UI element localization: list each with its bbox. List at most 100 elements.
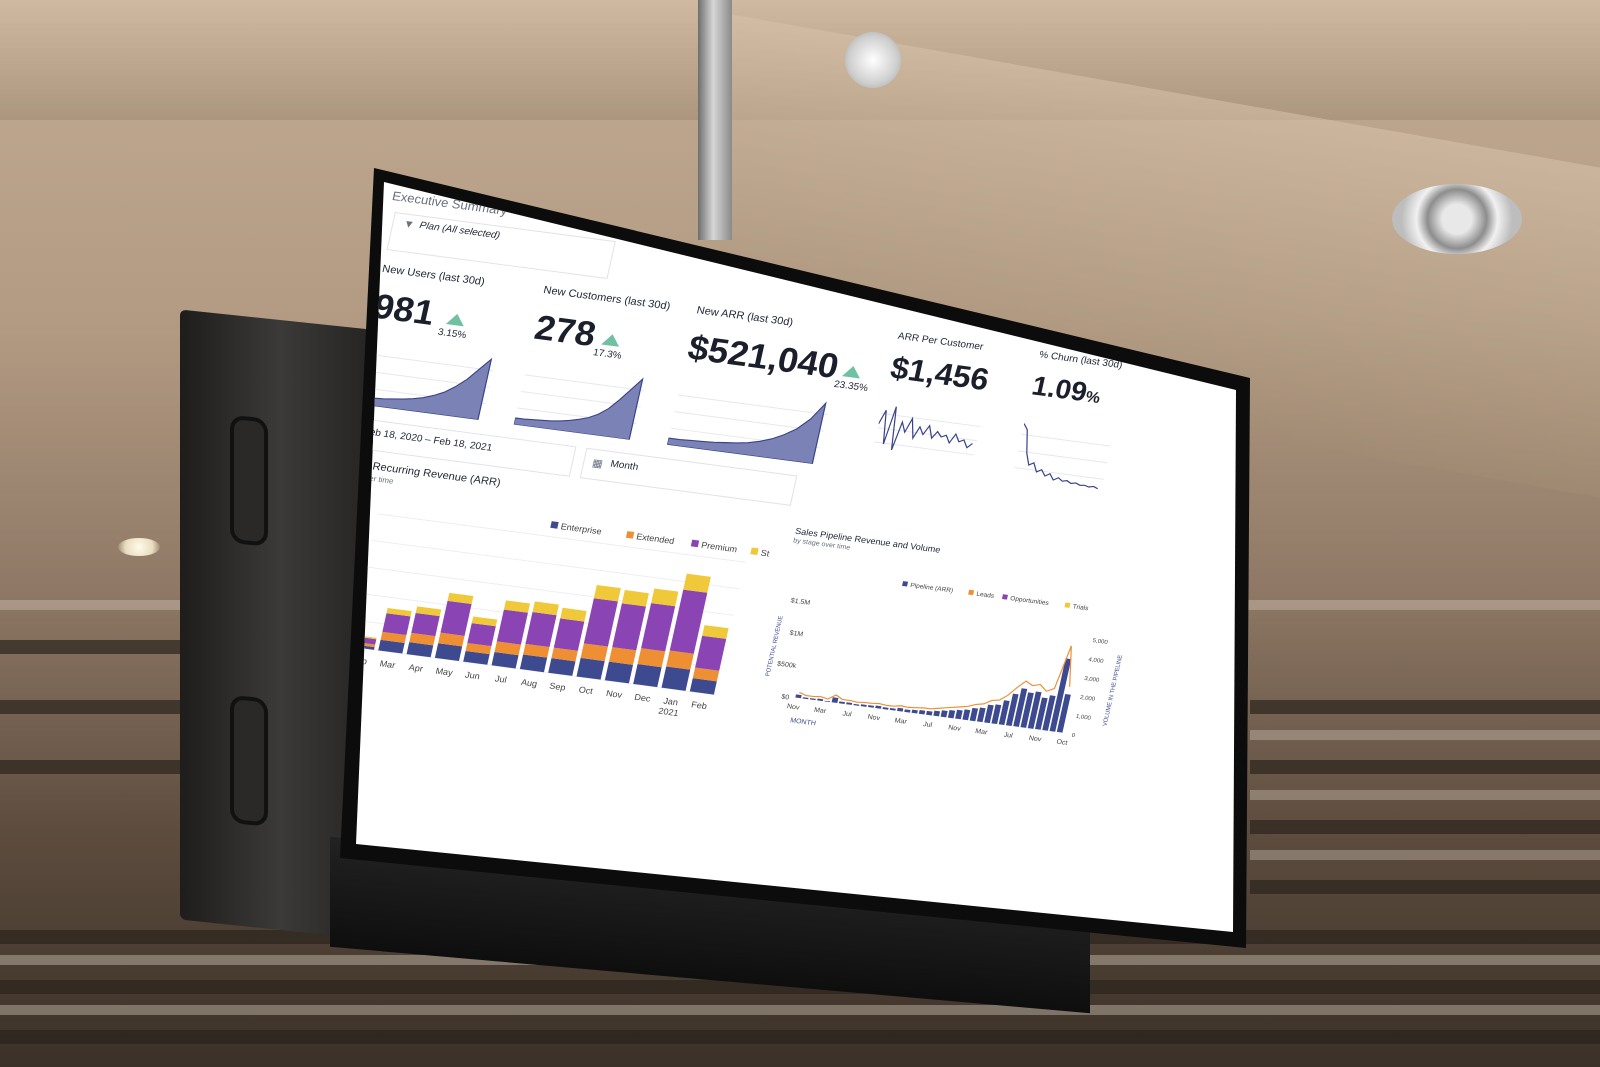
arr-x-tick: Jan xyxy=(663,696,680,708)
arr-bar-enterprise xyxy=(434,643,463,662)
arr-legend-swatch xyxy=(625,531,635,539)
kpi-new-arr-value: $521,040 xyxy=(684,327,843,386)
arr-gridline xyxy=(377,513,746,563)
pipe-bar xyxy=(889,708,896,711)
pipe-bar xyxy=(838,701,845,704)
arr-bar-enterprise xyxy=(463,650,490,665)
arr-bar-enterprise xyxy=(378,639,405,654)
pipe-legend-swatch xyxy=(1064,602,1071,608)
pipe-y2-tick: 1,000 xyxy=(1075,714,1092,722)
pipe-bar xyxy=(867,705,875,708)
sparkline-gridline xyxy=(1017,450,1108,464)
pipe-y-tick: $500k xyxy=(776,661,797,670)
arr-bar-startup xyxy=(532,601,559,616)
pipe-x-tick: Jul xyxy=(1003,732,1014,740)
arr-bar-extended xyxy=(551,647,578,662)
pipe-legend-swatch xyxy=(902,581,909,587)
kpi-new-users-delta: 3.15% xyxy=(436,327,468,342)
up-arrow-icon xyxy=(841,364,863,379)
pipe-bar xyxy=(918,709,926,715)
pipe-bar xyxy=(911,709,918,714)
pipe-bar xyxy=(1042,695,1056,731)
arr-bar-startup xyxy=(503,600,531,613)
monitor-screen: Executive Summary Data Updated 4 hours a… xyxy=(356,182,1236,932)
pipe-bar xyxy=(940,710,948,718)
calendar-icon: ▦ xyxy=(590,457,604,471)
arr-bar-premium xyxy=(411,613,440,637)
kpi-new-arr-delta: 23.35% xyxy=(832,379,869,395)
arr-legend-label: Startup xyxy=(760,548,774,561)
arr-bar-extended xyxy=(666,650,694,670)
arr-x-tick: Apr xyxy=(408,662,424,673)
ceiling-slat xyxy=(0,1005,1600,1015)
pipe-bar xyxy=(853,703,860,706)
ceiling-vent xyxy=(1392,184,1522,254)
pipe-bar xyxy=(802,697,809,700)
arr-bar-startup xyxy=(593,585,621,602)
arr-x-tick: Feb xyxy=(690,699,708,711)
arr-x-tick: Dec xyxy=(633,692,652,704)
pipe-y2-tick: 4,000 xyxy=(1088,657,1105,665)
kpi-new-customers-delta: 17.3% xyxy=(592,347,623,362)
ceiling-slat xyxy=(1250,850,1600,860)
pipe-legend-label: Leads xyxy=(976,591,995,600)
ceiling-slat xyxy=(0,1030,1600,1044)
pipe-leads-line xyxy=(799,645,1072,710)
arr-bar-premium xyxy=(553,618,585,651)
pipe-bar xyxy=(955,709,963,720)
pipe-bar xyxy=(984,704,994,724)
ceiling-slat xyxy=(1250,700,1600,714)
arr-x-tick: May xyxy=(435,666,455,678)
arr-x-tick: Oct xyxy=(578,685,595,696)
arr-bar-extended xyxy=(409,632,436,646)
kpi-new-customers-label: New Customers (last 30d) xyxy=(542,284,672,313)
granularity-label: Month xyxy=(609,458,640,473)
filter-icon: ▼ xyxy=(402,218,416,232)
arr-bar-premium xyxy=(496,609,528,645)
pipe-bar xyxy=(875,705,882,709)
pipe-bar xyxy=(1013,688,1028,727)
arr-x-tick: Aug xyxy=(520,677,538,689)
arr-bar-premium xyxy=(440,600,472,636)
arr-legend-swatch xyxy=(750,547,759,556)
ceiling-slat xyxy=(1250,790,1600,800)
sparkline-gridline xyxy=(880,412,981,428)
arr-bar-enterprise xyxy=(406,642,434,658)
pipe-x-tick: Nov xyxy=(1028,735,1042,743)
arr-bar-startup xyxy=(702,625,729,639)
arr-bar-enterprise xyxy=(604,661,634,684)
pipe-bar xyxy=(817,698,824,702)
sparkline-arr-per-customer xyxy=(874,406,981,456)
pipe-y-tick: $1M xyxy=(789,630,804,639)
ceiling-slat xyxy=(1250,820,1600,834)
arr-bar-extended xyxy=(494,641,521,656)
arr-bar-enterprise xyxy=(519,654,548,673)
pipe-y2-tick: 5,000 xyxy=(1092,638,1109,646)
pipe-bar xyxy=(809,698,816,701)
arr-bar-extended xyxy=(465,643,492,655)
arr-bar-extended xyxy=(380,631,407,643)
ceiling-slat xyxy=(1250,730,1600,740)
pipe-bar xyxy=(976,707,986,723)
kpi-churn-unit: % xyxy=(1083,388,1102,407)
pipe-bar xyxy=(824,700,831,703)
arr-bar-premium xyxy=(525,612,557,648)
rear-handle xyxy=(230,694,268,827)
plan-filter-label: Plan (All selected) xyxy=(418,220,501,242)
arr-bar-enterprise xyxy=(576,657,605,680)
arr-bar-startup xyxy=(386,607,412,617)
pipe-bar xyxy=(962,709,971,721)
arr-bar-startup xyxy=(560,607,587,622)
arr-x-tick: Jun xyxy=(464,670,481,682)
pipe-x-tick: Jul xyxy=(922,721,933,729)
arr-bar-premium xyxy=(641,603,676,652)
sparkline-area xyxy=(356,357,493,421)
arr-bar-premium xyxy=(583,598,618,647)
ceiling-lamp xyxy=(118,538,160,556)
pipe-x-tick: Mar xyxy=(813,707,827,715)
pipe-legend-label: Pipeline (ARR) xyxy=(910,582,954,594)
pipe-bar xyxy=(795,694,802,699)
pipe-bar xyxy=(1020,692,1034,728)
arr-bar-enterprise xyxy=(661,666,691,691)
arr-year-label: 2021 xyxy=(657,706,679,718)
